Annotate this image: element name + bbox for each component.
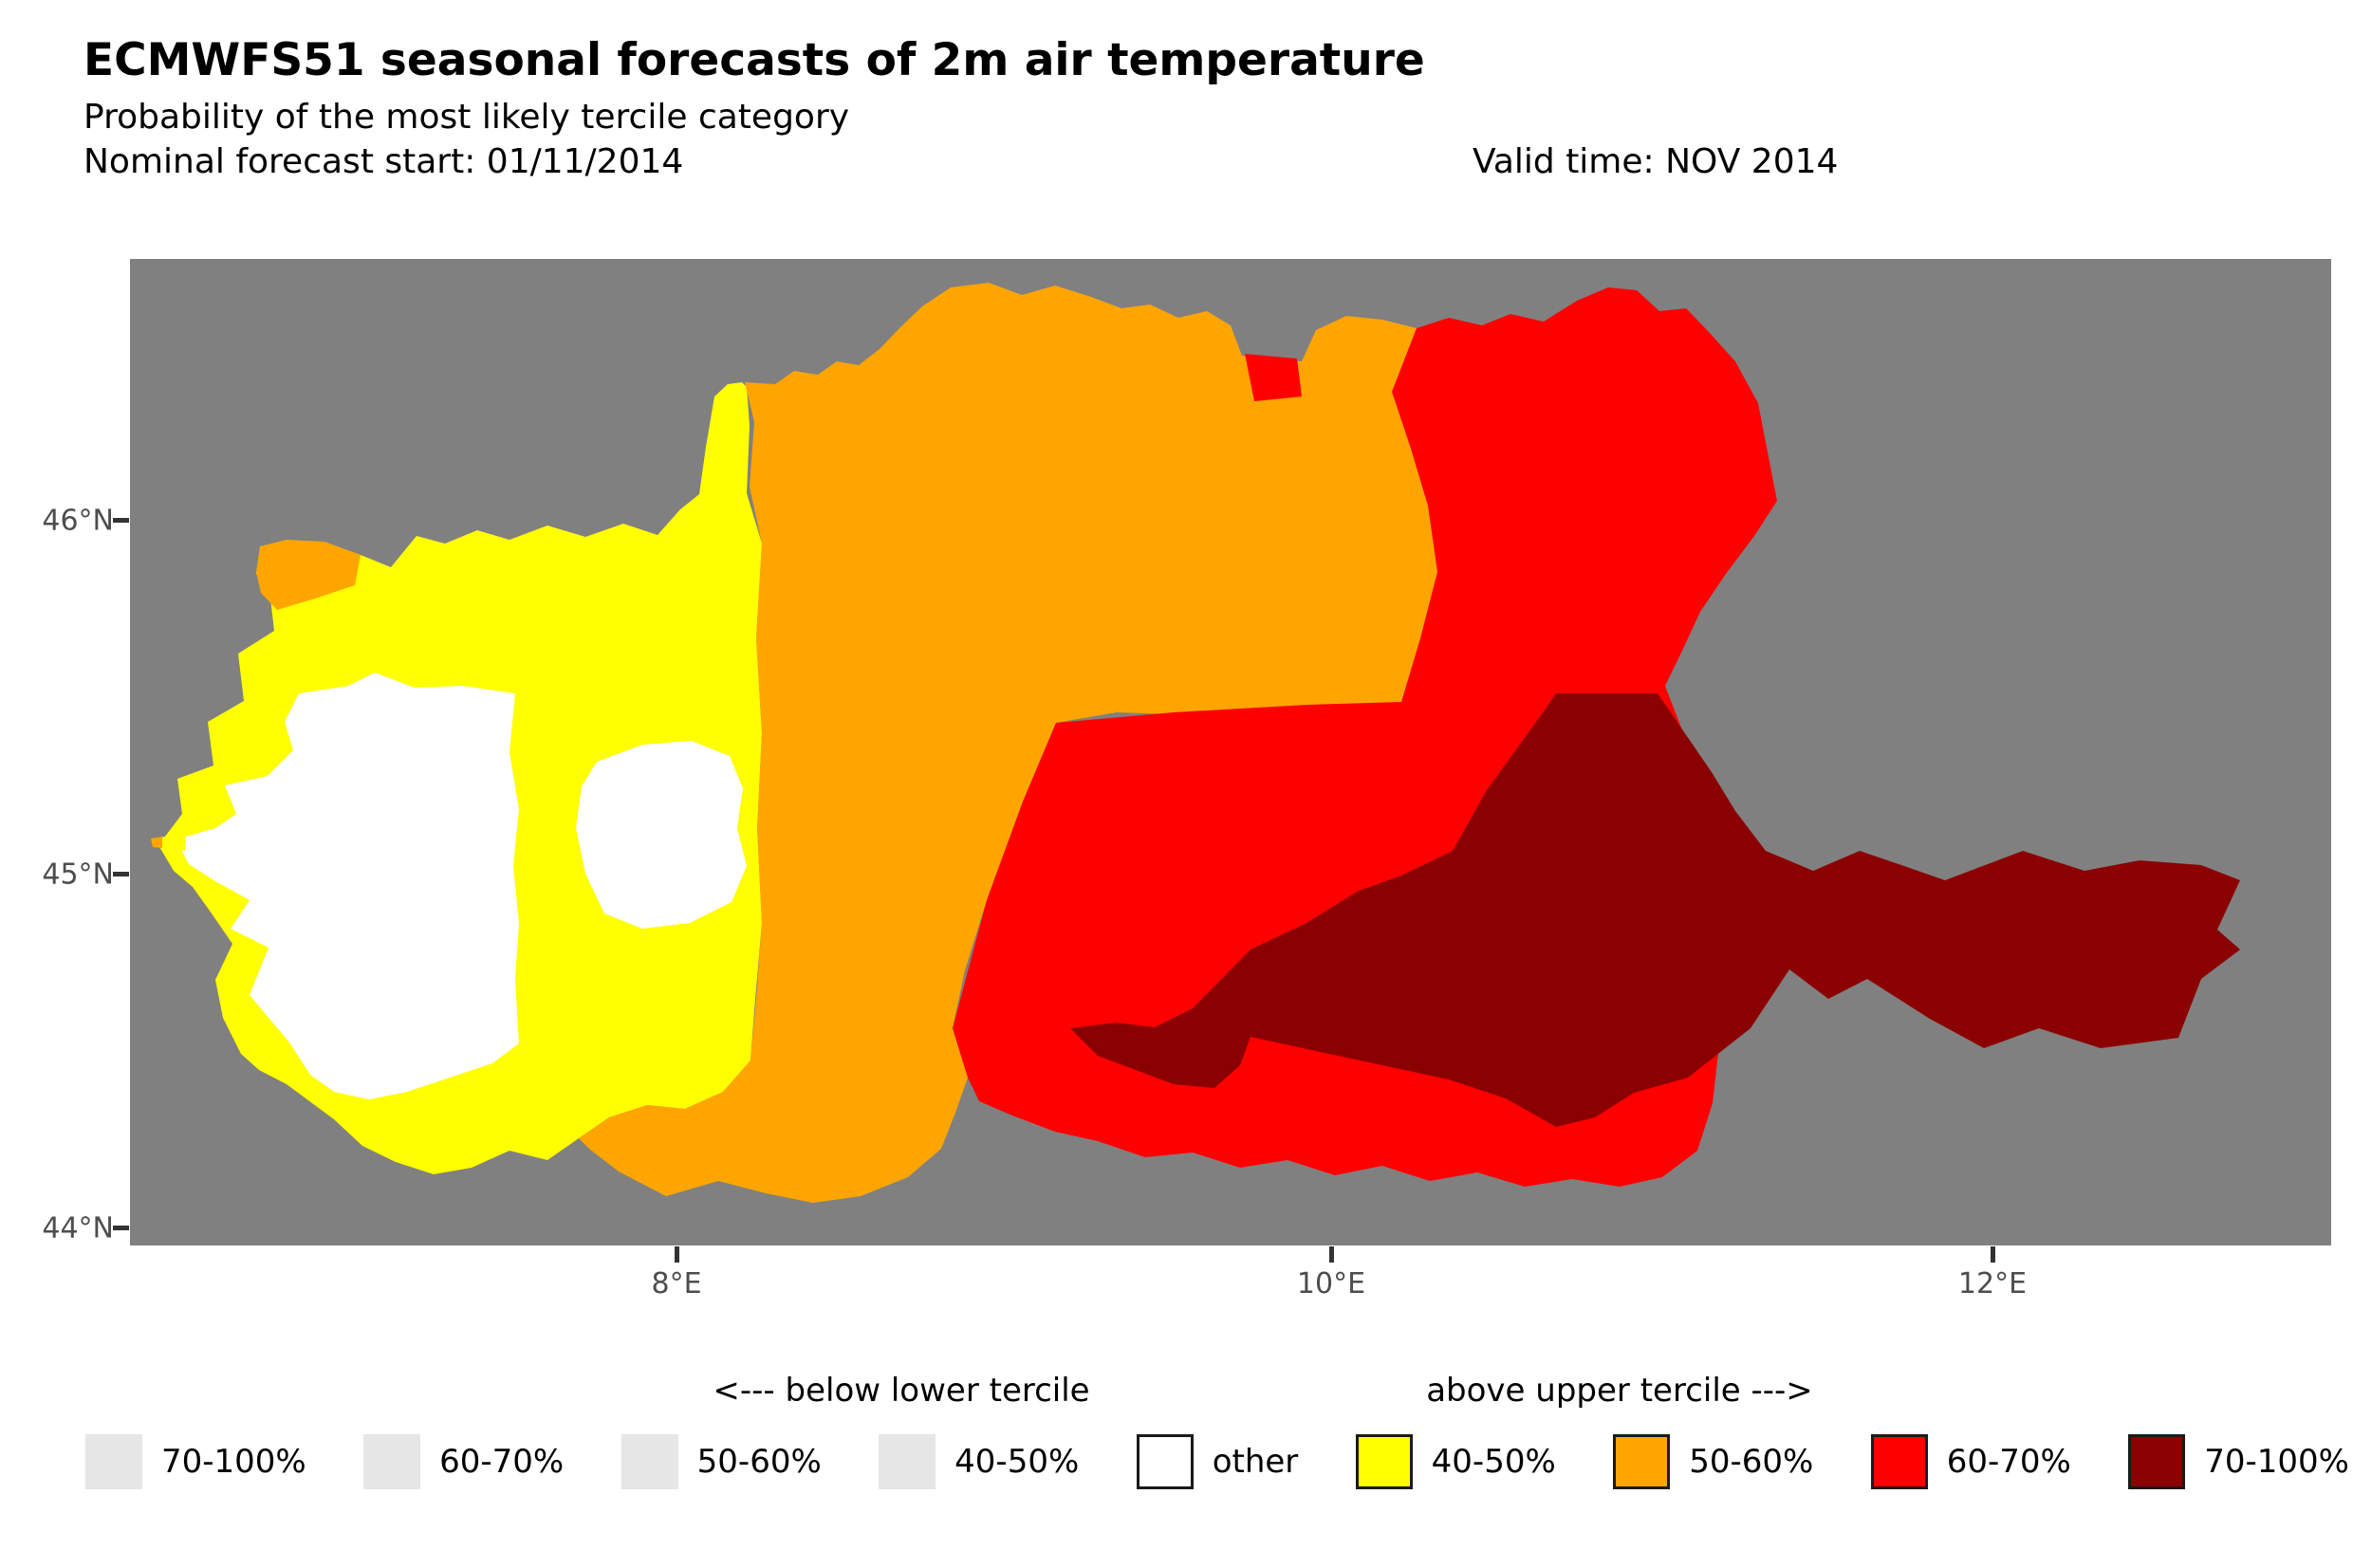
y-tick-46N: [113, 518, 129, 523]
legend-swatch-below-40-50: [879, 1434, 936, 1489]
forecast-start-label: Nominal forecast start: 01/11/2014: [83, 142, 684, 181]
region-orange-west-tip: [151, 837, 162, 848]
legend-item-above-40-50: 40-50%: [1355, 1434, 1556, 1489]
legend-swatch-other: [1136, 1434, 1194, 1489]
x-tick-label-12E: 12°E: [1957, 1267, 2028, 1301]
legend: 70-100% 60-70% 50-60% 40-50% other 40-50…: [85, 1434, 2349, 1489]
legend-swatch-above-70-100: [2128, 1434, 2186, 1489]
legend-item-below-40-50: 40-50%: [879, 1434, 1079, 1489]
legend-label: 50-60%: [696, 1443, 822, 1481]
y-tick-45N: [113, 872, 129, 876]
x-tick-8E: [675, 1246, 679, 1263]
legend-swatch-above-40-50: [1355, 1434, 1413, 1489]
legend-item-above-50-60: 50-60%: [1613, 1434, 1813, 1489]
region-orange-nw-patch: [256, 540, 361, 610]
x-tick-10E: [1329, 1246, 1334, 1263]
legend-item-above-70-100: 70-100%: [2128, 1434, 2349, 1489]
legend-swatch-above-50-60: [1613, 1434, 1671, 1489]
legend-swatch-above-60-70: [1870, 1434, 1928, 1489]
legend-label: 60-70%: [1946, 1443, 2071, 1481]
legend-label: 50-60%: [1689, 1443, 1814, 1481]
legend-label: 60-70%: [439, 1443, 565, 1481]
legend-label: 40-50%: [1431, 1443, 1556, 1481]
legend-swatch-below-70-100: [85, 1434, 142, 1489]
y-tick-44N: [113, 1226, 129, 1230]
y-tick-label-46N: 46°N: [42, 504, 114, 538]
region-white-other-round: [576, 741, 747, 929]
legend-item-above-60-70: 60-70%: [1870, 1434, 2071, 1489]
region-yellow-west-tip: [158, 834, 185, 851]
y-tick-label-44N: 44°N: [42, 1211, 114, 1245]
region-orange-50-60: [579, 283, 1445, 1203]
legend-label: 70-100%: [161, 1443, 306, 1481]
region-white-other-large: [176, 673, 519, 1099]
legend-above-tercile-label: above upper tercile --->: [1426, 1372, 1813, 1410]
legend-label: other: [1212, 1443, 1299, 1481]
page-title: ECMWFS51 seasonal forecasts of 2m air te…: [83, 34, 1425, 86]
legend-item-below-70-100: 70-100%: [85, 1434, 306, 1489]
region-darkred-70-100: [1070, 693, 2240, 1127]
legend-swatch-below-50-60: [621, 1434, 678, 1489]
legend-item-other: other: [1136, 1434, 1299, 1489]
forecast-probability-map: [130, 259, 2331, 1245]
map-panel: [130, 259, 2331, 1245]
legend-label: 70-100%: [2204, 1443, 2349, 1481]
subtitle: Probability of the most likely tercile c…: [83, 98, 850, 137]
legend-item-below-60-70: 60-70%: [363, 1434, 564, 1489]
legend-swatch-below-60-70: [363, 1434, 421, 1489]
x-tick-label-10E: 10°E: [1296, 1267, 1366, 1301]
y-tick-label-45N: 45°N: [42, 858, 114, 892]
legend-label: 40-50%: [954, 1443, 1080, 1481]
region-red-north-patch: [1245, 354, 1302, 401]
valid-time-label: Valid time: NOV 2014: [1473, 142, 1839, 181]
legend-below-tercile-label: <--- below lower tercile: [713, 1372, 1090, 1410]
x-tick-12E: [1991, 1246, 1995, 1263]
x-tick-label-8E: 8°E: [651, 1267, 702, 1301]
legend-item-below-50-60: 50-60%: [621, 1434, 822, 1489]
